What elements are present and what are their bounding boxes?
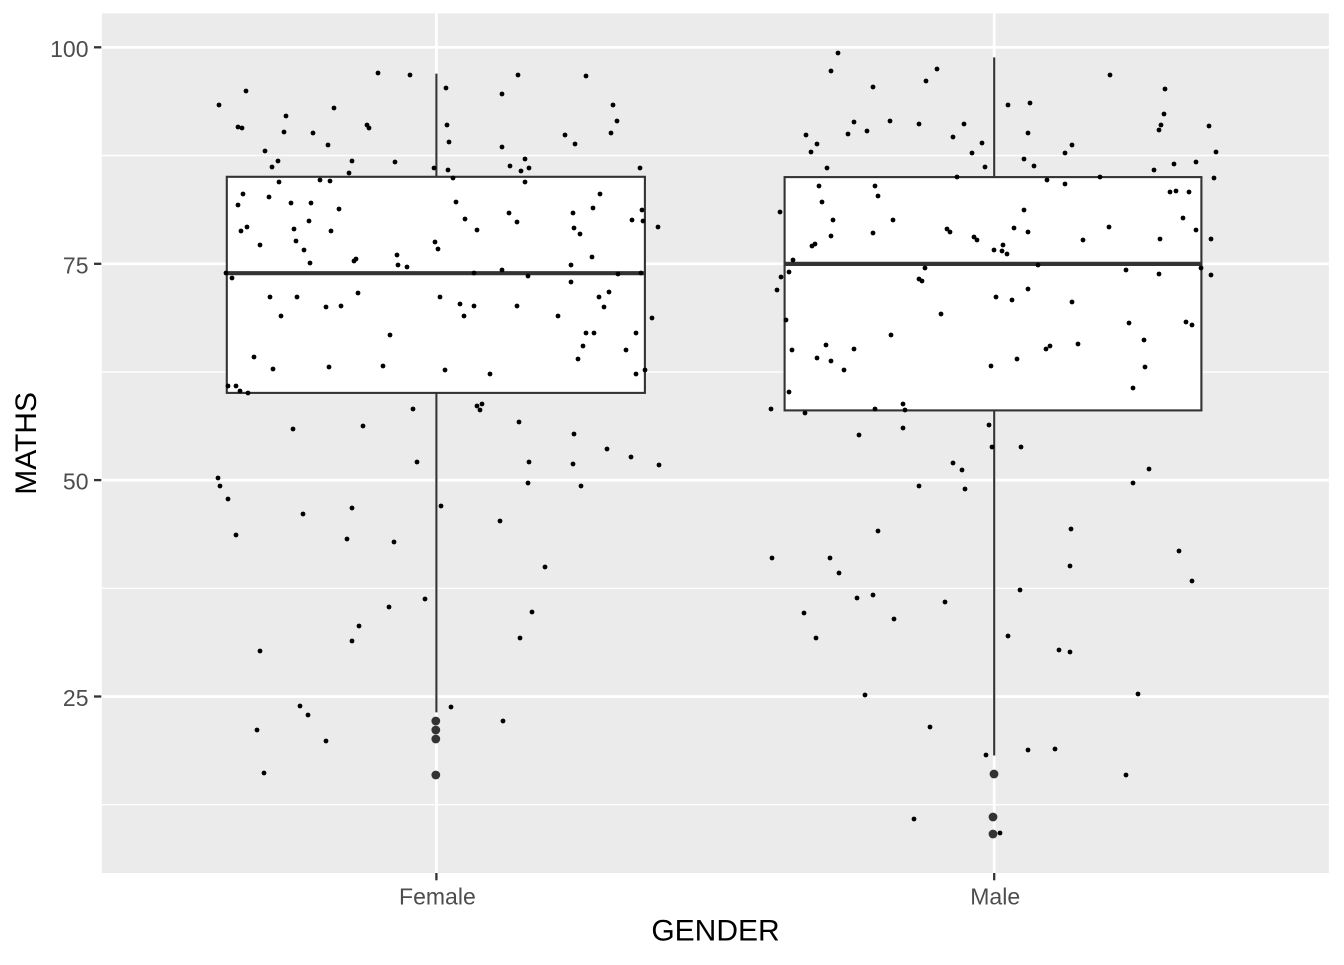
svg-text:MATHS: MATHS [10,392,43,495]
svg-text:25: 25 [63,685,89,711]
svg-text:75: 75 [63,252,89,278]
svg-text:100: 100 [50,36,88,62]
svg-text:50: 50 [63,469,89,495]
svg-text:Male: Male [970,884,1020,910]
svg-text:GENDER: GENDER [651,914,779,947]
svg-text:Female: Female [399,884,476,910]
